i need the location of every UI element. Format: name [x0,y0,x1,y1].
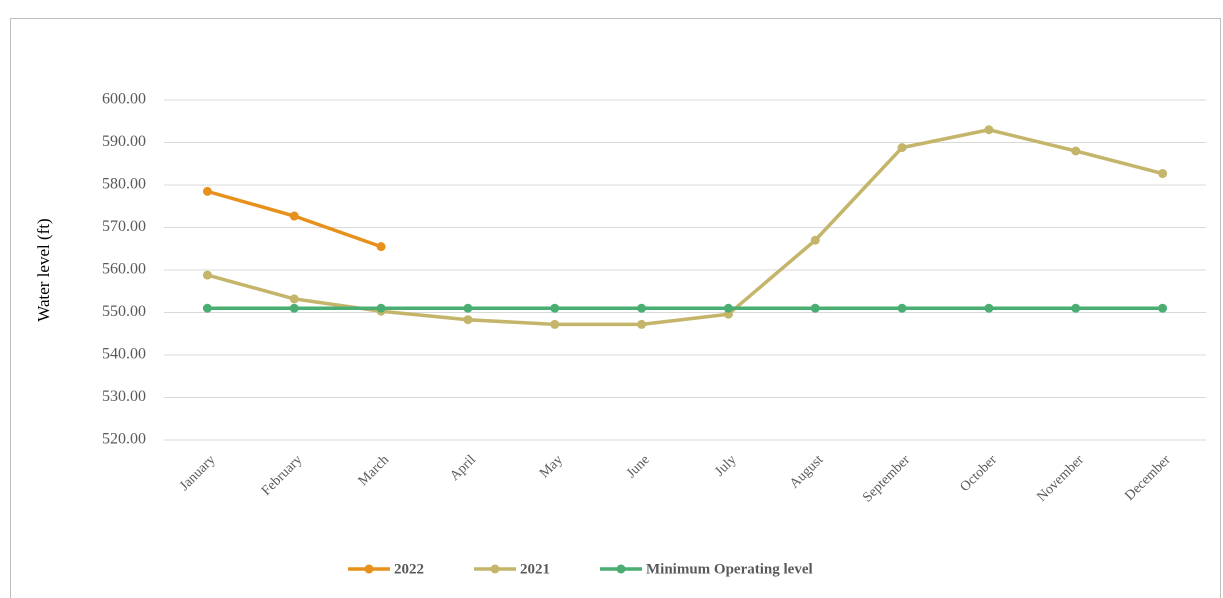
data-point [897,143,907,153]
data-point [463,315,473,325]
y-tick-label: 560.00 [102,261,146,278]
data-point [810,235,820,245]
data-point [550,319,560,329]
legend-marker [364,564,374,574]
legend-marker [490,564,500,574]
y-tick-label: 550.00 [102,303,146,320]
data-point [1071,303,1081,313]
y-tick-label: 520.00 [102,431,146,448]
y-tick-label: 600.00 [102,91,146,108]
data-point [289,211,299,221]
y-tick-label: 570.00 [102,218,146,235]
y-tick-label: 530.00 [102,388,146,405]
data-point [984,125,994,135]
y-axis-label: Water level (ft) [34,218,53,321]
data-point [810,303,820,313]
y-tick-label: 590.00 [102,133,146,150]
legend-label: Minimum Operating level [646,561,813,577]
data-point [1071,146,1081,156]
data-point [202,186,212,196]
data-point [637,319,647,329]
data-point [376,303,386,313]
data-point [984,303,994,313]
data-point [1158,169,1168,179]
legend-label: 2022 [394,561,424,577]
y-tick-label: 580.00 [102,176,146,193]
legend-label: 2021 [520,561,550,577]
data-point [897,303,907,313]
data-point [637,303,647,313]
data-point [289,303,299,313]
data-point [550,303,560,313]
data-point [289,294,299,304]
data-point [723,303,733,313]
y-tick-label: 540.00 [102,346,146,363]
data-point [463,303,473,313]
legend-marker [616,564,626,574]
data-point [376,242,386,252]
data-point [202,270,212,280]
data-point [1158,303,1168,313]
data-point [202,303,212,313]
